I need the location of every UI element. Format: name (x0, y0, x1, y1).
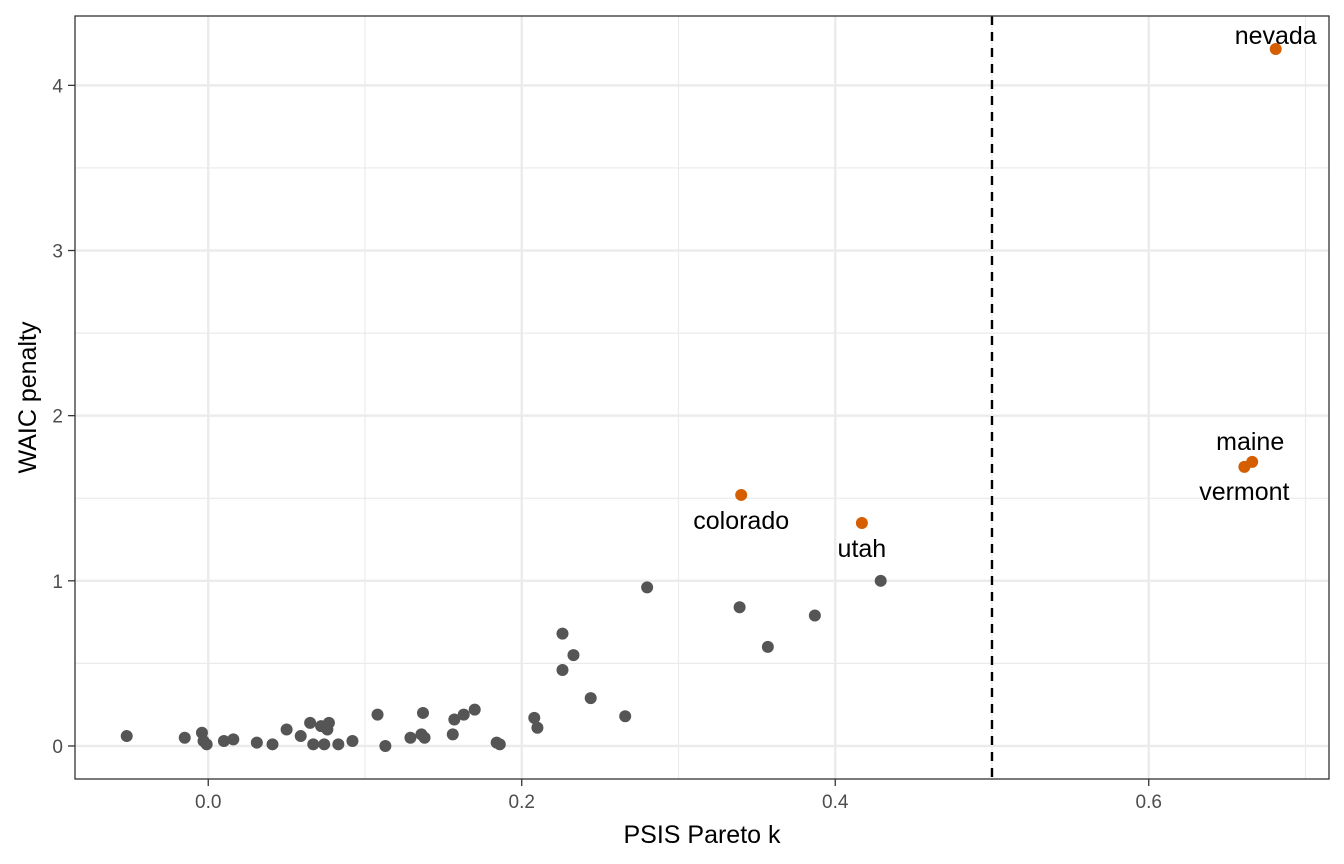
label-colorado: colorado (693, 507, 789, 535)
label-vermont: vermont (1199, 478, 1289, 506)
data-point (761, 640, 774, 653)
data-point (556, 664, 569, 676)
data-point (280, 723, 293, 736)
x-tick-label: 0.0 (195, 792, 221, 813)
data-point (304, 716, 317, 729)
data-point (404, 731, 417, 744)
y-axis-title: WAIC penalty (14, 321, 42, 473)
label-maine: maine (1216, 428, 1284, 456)
label-nevada: nevada (1235, 22, 1317, 50)
grid-lines (75, 16, 1329, 779)
data-point (332, 738, 345, 751)
data-point (250, 736, 263, 749)
y-tick-label: 1 (52, 572, 63, 593)
data-point (120, 730, 133, 743)
data-point (808, 609, 821, 622)
data-point (446, 728, 459, 741)
y-tick-label: 2 (52, 407, 63, 428)
x-axis: 0.0 0.2 0.4 0.6 (195, 779, 1162, 813)
data-point (493, 738, 506, 751)
x-tick-label: 0.2 (509, 792, 535, 813)
panel-border (74, 15, 1330, 780)
data-point (416, 706, 429, 719)
data-point (528, 711, 541, 724)
data-point (448, 713, 461, 726)
data-point (457, 708, 470, 721)
data-point (567, 649, 580, 662)
data-point (322, 716, 335, 729)
point-colorado (735, 488, 748, 501)
x-tick-label: 0.6 (1136, 792, 1162, 813)
y-tick-label: 3 (52, 242, 63, 263)
point-vermont (1238, 460, 1251, 473)
data-point (200, 738, 213, 751)
data-point (346, 735, 359, 748)
x-tick-label: 0.4 (822, 792, 849, 813)
data-point (641, 581, 654, 594)
data-point (178, 731, 191, 744)
x-axis-title: PSIS Pareto k (623, 821, 781, 849)
data-point (418, 731, 431, 744)
point-nevada (1269, 43, 1282, 56)
y-tick-label: 0 (52, 737, 63, 758)
data-point (371, 708, 384, 721)
data-point (531, 721, 544, 734)
data-point (733, 601, 746, 614)
data-point (227, 733, 240, 746)
data-point (556, 627, 569, 640)
point-utah (855, 517, 868, 530)
data-point (266, 738, 279, 751)
data-points (120, 43, 1282, 752)
data-point (318, 738, 331, 751)
data-point (379, 739, 392, 752)
y-tick-label: 4 (52, 76, 63, 97)
point-labels: colorado utah nevada maine vermont (693, 22, 1317, 563)
label-utah: utah (838, 535, 887, 563)
y-axis: 0 1 2 3 4 (52, 76, 75, 758)
data-point (619, 710, 632, 723)
data-point (307, 738, 320, 751)
data-point (584, 692, 597, 705)
data-point (874, 574, 887, 587)
data-point (217, 735, 230, 748)
data-point (468, 703, 481, 716)
data-point (294, 730, 307, 743)
